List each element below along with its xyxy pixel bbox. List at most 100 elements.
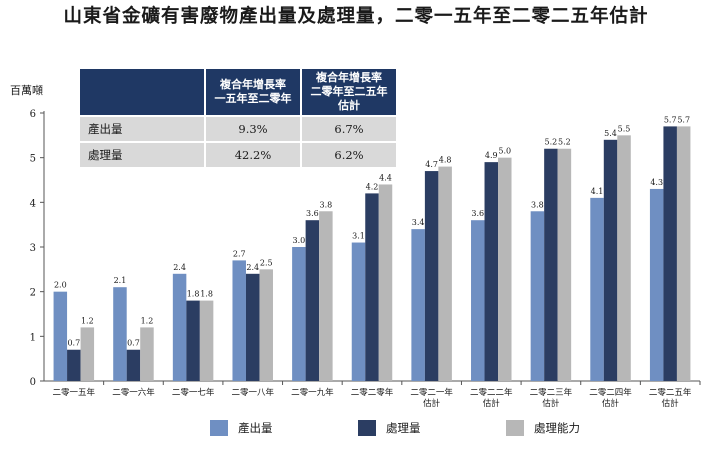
legend-item-produced: 產出量 xyxy=(210,420,358,436)
x-tick-label: 二零二五年 xyxy=(649,387,692,398)
data-label: 5.4 xyxy=(604,129,617,138)
data-label: 4.8 xyxy=(439,156,452,165)
bar xyxy=(53,291,68,381)
x-tick-label: 估計 xyxy=(483,398,501,409)
x-tick-label: 估計 xyxy=(542,398,560,409)
data-label: 2.4 xyxy=(246,263,259,272)
bar xyxy=(319,211,333,381)
data-label: 3.4 xyxy=(412,218,425,227)
cagr-value: 6.7% xyxy=(302,117,396,141)
data-label: 4.7 xyxy=(425,160,438,169)
bar xyxy=(530,211,545,381)
bar xyxy=(378,184,393,381)
y-tick-label: 0 xyxy=(30,377,36,388)
cagr-header-2020-2025-line1: 複合年增長率 xyxy=(316,71,382,84)
data-label: 1.2 xyxy=(81,316,94,325)
y-tick-label: 5 xyxy=(30,154,36,165)
legend-label: 處理能力 xyxy=(534,421,580,435)
data-label: 5.2 xyxy=(545,138,558,147)
cagr-table: 複合年增長率 一五年至二零年 複合年增長率 二零年至二五年估計 產出量 9.3%… xyxy=(78,67,398,169)
bar xyxy=(259,269,273,381)
cagr-table-corner xyxy=(80,69,204,115)
legend-item-capacity: 處理能力 xyxy=(506,420,654,436)
cagr-header-2015-2020-line1: 複合年增長率 xyxy=(220,78,286,91)
bar xyxy=(498,157,512,381)
data-label: 5.0 xyxy=(498,147,511,156)
bar xyxy=(603,139,618,381)
x-tick-label: 二零二零年 xyxy=(351,387,394,398)
cagr-row-label: 處理量 xyxy=(80,143,204,167)
bar xyxy=(411,229,425,381)
bar xyxy=(126,349,141,381)
data-label: 3.8 xyxy=(531,200,544,209)
bar xyxy=(471,220,485,381)
data-label: 5.7 xyxy=(677,115,690,124)
data-label: 2.5 xyxy=(260,258,273,267)
data-label: 4.9 xyxy=(485,151,498,160)
legend-label: 處理量 xyxy=(386,421,421,435)
bar xyxy=(544,148,558,381)
bar xyxy=(663,126,677,382)
data-label: 1.2 xyxy=(141,316,154,325)
data-label: 0.7 xyxy=(127,339,140,348)
data-label: 2.4 xyxy=(173,263,186,272)
y-tick-label: 6 xyxy=(30,109,36,120)
data-label: 4.1 xyxy=(591,187,604,196)
data-label: 2.0 xyxy=(54,281,67,290)
cagr-header-2020-2025-line2: 二零年至二五年估計 xyxy=(310,85,388,112)
y-tick-label: 1 xyxy=(30,332,36,343)
data-label: 5.5 xyxy=(618,124,631,133)
legend-swatch xyxy=(358,420,376,436)
data-label: 3.1 xyxy=(352,232,365,241)
bar xyxy=(365,193,379,381)
bar xyxy=(67,349,81,381)
data-label: 5.2 xyxy=(558,138,571,147)
data-label: 1.8 xyxy=(200,290,213,299)
x-tick-label: 二零一六年 xyxy=(112,387,155,398)
data-label: 3.6 xyxy=(306,209,319,218)
cagr-value: 9.3% xyxy=(206,117,300,141)
data-label: 0.7 xyxy=(67,339,80,348)
bar xyxy=(438,166,452,381)
data-label: 4.2 xyxy=(366,182,379,191)
bar xyxy=(172,273,187,381)
legend-swatch xyxy=(506,420,524,436)
chart-title: 山東省金礦有害廢物產出量及處理量，二零一五年至二零二五年估計 xyxy=(63,6,649,27)
data-label: 3.0 xyxy=(292,236,305,245)
x-tick-label: 估計 xyxy=(423,398,441,409)
x-tick-label: 二零二四年 xyxy=(589,387,632,398)
bar xyxy=(676,126,691,382)
x-tick-label: 二零一七年 xyxy=(172,387,215,398)
legend-item-processed: 處理量 xyxy=(358,420,506,436)
cagr-header-2015-2020-line2: 一五年至二零年 xyxy=(214,92,292,105)
bar xyxy=(232,260,246,381)
data-label: 1.8 xyxy=(187,290,200,299)
x-tick-label: 估計 xyxy=(602,398,620,409)
bar xyxy=(351,242,366,381)
y-axis-unit-label: 百萬噸 xyxy=(10,84,43,97)
x-tick-label: 二零一九年 xyxy=(291,387,334,398)
data-label: 5.7 xyxy=(664,115,677,124)
bar xyxy=(199,300,214,381)
bar xyxy=(557,148,572,381)
data-label: 2.1 xyxy=(114,276,127,285)
cagr-row-produced: 產出量 9.3% 6.7% xyxy=(80,117,396,141)
x-tick-label: 二零二三年 xyxy=(530,387,573,398)
chart-legend: 產出量 處理量 處理能力 xyxy=(210,420,654,436)
cagr-header-2015-2020: 複合年增長率 一五年至二零年 xyxy=(206,69,300,115)
data-label: 4.3 xyxy=(650,178,663,187)
data-label: 2.7 xyxy=(233,249,246,258)
legend-swatch xyxy=(210,420,228,436)
bar xyxy=(113,287,127,381)
bar xyxy=(424,171,439,381)
x-tick-label: 二零一五年 xyxy=(53,387,96,398)
bar xyxy=(305,220,320,381)
x-tick-label: 二零二一年 xyxy=(410,387,453,398)
bar xyxy=(140,327,154,381)
cagr-row-label: 產出量 xyxy=(80,117,204,141)
bar xyxy=(292,247,306,381)
y-tick-label: 2 xyxy=(30,288,36,299)
bar xyxy=(617,135,631,381)
legend-label: 產出量 xyxy=(238,421,273,435)
